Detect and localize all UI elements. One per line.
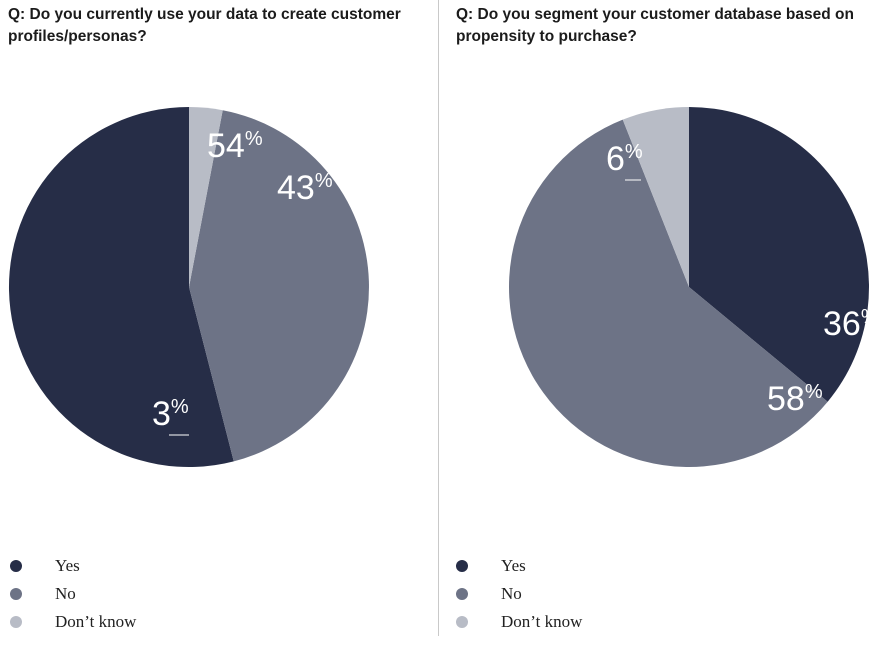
legend: Yes No Don’t know <box>456 552 582 636</box>
chart-title: Q: Do you segment your customer database… <box>456 6 854 45</box>
legend-label: Yes <box>501 556 526 575</box>
legend-swatch-no <box>10 588 22 600</box>
pie-slice-don-t-know <box>189 107 223 287</box>
legend-item-no: No <box>10 580 136 608</box>
legend-swatch-no <box>456 588 468 600</box>
legend-swatch-dont-know <box>10 616 22 628</box>
legend-label: Don’t know <box>501 612 583 631</box>
pie-slice-yes <box>689 107 870 402</box>
legend-swatch-dont-know <box>456 616 468 628</box>
pie-slice-yes <box>8 107 234 468</box>
legend-item-yes: Yes <box>10 552 136 580</box>
legend-label: Yes <box>55 556 80 575</box>
pie-slice-no <box>189 110 369 462</box>
legend-swatch-yes <box>456 560 468 572</box>
data-label: 54% <box>207 127 263 165</box>
data-label: 43% <box>277 169 333 207</box>
legend-item-dont-know: Don’t know <box>10 608 136 636</box>
pie-slice-no <box>509 119 828 468</box>
chart-title: Q: Do you currently use your data to cre… <box>8 6 401 45</box>
legend-item-yes: Yes <box>456 552 582 580</box>
data-label: 58% <box>767 380 823 418</box>
legend-label: Don’t know <box>55 612 137 631</box>
data-label: 36% <box>823 305 879 343</box>
legend-label: No <box>501 584 522 603</box>
pie-chart-segmentation: 36%58% 6% <box>509 107 879 468</box>
legend-item-no: No <box>456 580 582 608</box>
legend-item-dont-know: Don’t know <box>456 608 582 636</box>
data-label: 6% <box>606 140 643 178</box>
data-label: 3% <box>152 395 189 433</box>
legend-swatch-yes <box>10 560 22 572</box>
pie-chart-profiles: 54% 43% 3% <box>8 107 369 468</box>
legend-label: No <box>55 584 76 603</box>
legend: Yes No Don’t know <box>10 552 136 636</box>
chart-panel-profiles: Q: Do you currently use your data to cre… <box>0 0 438 650</box>
chart-panel-segmentation: Q: Do you segment your customer database… <box>440 0 880 650</box>
panel-divider <box>438 0 439 636</box>
pie-slice-don-t-know <box>622 107 689 287</box>
